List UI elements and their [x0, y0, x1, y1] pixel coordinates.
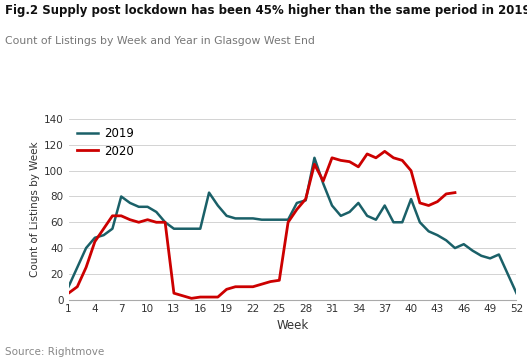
2019 [65, 284, 72, 289]
Line: 2019: 2019 [69, 158, 516, 293]
2020 [417, 201, 423, 205]
2019 [101, 233, 107, 237]
2020 [83, 265, 89, 270]
2020 [250, 284, 256, 289]
2020 [364, 152, 370, 156]
2019 [311, 156, 318, 160]
2020 [346, 160, 353, 164]
2019 [513, 291, 520, 295]
2020 [259, 282, 265, 286]
2020 [118, 214, 124, 218]
2020 [109, 214, 115, 218]
2020 [408, 169, 414, 173]
Line: 2020: 2020 [69, 151, 455, 298]
2020 [329, 156, 335, 160]
Legend: 2019, 2020: 2019, 2020 [74, 125, 136, 160]
2020 [285, 220, 291, 225]
2020 [302, 197, 309, 201]
2020 [391, 156, 397, 160]
2020 [153, 220, 160, 225]
2020 [214, 295, 221, 299]
2020 [425, 203, 432, 208]
2020 [267, 279, 274, 284]
2019 [276, 218, 282, 222]
2019 [364, 214, 370, 218]
2020 [206, 295, 212, 299]
2020 [135, 220, 142, 225]
2020 [101, 227, 107, 231]
Y-axis label: Count of Listings by Week: Count of Listings by Week [30, 142, 40, 277]
2020 [162, 220, 168, 225]
2020 [241, 284, 247, 289]
2020 [276, 278, 282, 282]
2020 [443, 192, 450, 196]
2020 [399, 158, 405, 162]
2020 [434, 200, 441, 204]
2020 [223, 287, 230, 291]
Text: Fig.2 Supply post lockdown has been 45% higher than the same period in 2019: Fig.2 Supply post lockdown has been 45% … [5, 4, 527, 17]
2020 [382, 149, 388, 153]
2019 [346, 210, 353, 214]
X-axis label: Week: Week [276, 319, 309, 332]
2020 [127, 218, 133, 222]
2020 [311, 162, 318, 166]
2019 [223, 214, 230, 218]
Text: Source: Rightmove: Source: Rightmove [5, 347, 104, 357]
Text: Count of Listings by Week and Year in Glasgow West End: Count of Listings by Week and Year in Gl… [5, 36, 315, 46]
2020 [92, 239, 98, 244]
2020 [232, 284, 239, 289]
2020 [320, 179, 326, 183]
2020 [74, 284, 81, 289]
2020 [171, 291, 177, 295]
2020 [180, 293, 186, 298]
2020 [197, 295, 203, 299]
2020 [294, 207, 300, 212]
2020 [373, 156, 379, 160]
2020 [65, 291, 72, 295]
2019 [487, 256, 493, 261]
2020 [188, 296, 194, 300]
2020 [338, 158, 344, 162]
2020 [452, 191, 458, 195]
2020 [144, 218, 151, 222]
2020 [355, 165, 362, 169]
